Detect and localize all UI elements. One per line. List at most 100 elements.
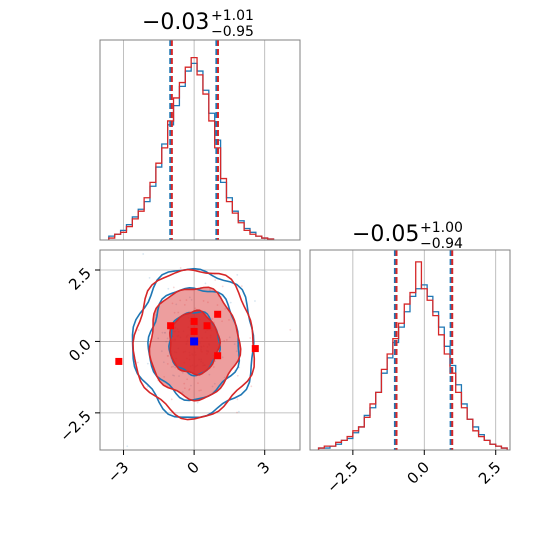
title-p1-plus: +1.00: [420, 220, 463, 236]
joint-red-marker-5: [214, 352, 222, 360]
histogram-panel-p1: [309, 249, 511, 451]
joint-x-tick-labels: −3 0 3: [104, 450, 274, 486]
joint-sample-dot: [236, 274, 239, 276]
joint-sample-dot: [137, 361, 139, 364]
joint-sample-dot: [211, 385, 214, 388]
joint-sample-dot: [233, 343, 236, 346]
joint-sample-dot: [249, 337, 252, 339]
joint-sample-dot: [173, 311, 176, 314]
joint-sample-dot: [183, 303, 186, 306]
joint-red-marker-7: [251, 345, 259, 353]
joint-sample-dot: [197, 382, 199, 385]
joint-sample-dot: [167, 354, 170, 357]
title-p1-median: −0.05: [352, 222, 419, 247]
hist-p1-step-series_a: [317, 284, 508, 450]
joint-blue-marker: [190, 337, 199, 346]
hist-p1-x-tick-label-1: 0.0: [404, 458, 434, 488]
joint-sample-dot: [165, 340, 168, 343]
joint-sample-dot: [202, 300, 205, 302]
joint-contour-b-0: [168, 309, 222, 376]
joint-sample-dot: [194, 307, 197, 310]
joint-y-tick-label-2: 2.5: [65, 264, 95, 294]
joint-sample-dot: [178, 375, 180, 377]
joint-sample-dot: [183, 382, 186, 385]
joint-sample-dot: [208, 373, 211, 376]
joint-sample-dot: [185, 299, 188, 301]
joint-sample-dot: [228, 336, 231, 339]
joint-sample-dot: [236, 374, 239, 377]
joint-sample-dot: [179, 267, 182, 269]
joint-y-tick-label-0: −2.5: [56, 407, 94, 445]
joint-sample-dot: [190, 384, 192, 387]
joint-sample-dot: [289, 328, 292, 331]
joint-sample-dot: [198, 389, 201, 392]
joint-sample-dot: [172, 286, 175, 289]
joint-red-marker-2: [203, 322, 211, 330]
joint-sample-dot: [166, 362, 169, 365]
joint-x-tick-label-2: 3: [254, 458, 273, 477]
joint-sample-dot: [254, 300, 256, 302]
histogram-panel-p0: [99, 39, 301, 241]
joint-sample-dot: [186, 378, 189, 381]
joint-sample-dot: [223, 339, 226, 342]
joint-sample-dot: [142, 253, 145, 255]
joint-sample-dot: [213, 382, 216, 385]
title-p0-minus: −0.95: [211, 24, 254, 40]
joint-sample-dot: [163, 375, 166, 378]
joint-sample-dot: [170, 366, 173, 368]
joint-red-marker-6: [115, 357, 123, 365]
joint-sample-dot: [190, 298, 193, 301]
joint-sample-dot: [212, 366, 215, 368]
joint-sample-dot: [170, 398, 173, 401]
joint-sample-dot: [146, 362, 149, 365]
joint-sample-dot: [183, 387, 186, 390]
joint-x-tick-label-0: −3: [104, 458, 132, 486]
joint-sample-dot: [148, 276, 151, 279]
hist-p0-frame: [99, 39, 301, 241]
hist-p1-x-tick-label-0: −2.5: [323, 458, 361, 496]
joint-red-marker-0: [167, 322, 175, 330]
joint-y-tick-labels: −2.5 0.0 2.5: [56, 264, 100, 445]
joint-sample-dot: [236, 411, 238, 414]
joint-sample-dot: [229, 301, 232, 304]
joint-sample-dot: [237, 410, 240, 413]
joint-sample-dot: [164, 331, 166, 334]
joint-sample-dot: [223, 376, 226, 379]
joint-contour-b-2: [132, 268, 256, 421]
title-p0-median: −0.03: [142, 10, 209, 35]
hist-p1-frame: [309, 249, 511, 451]
joint-sample-dot: [225, 339, 228, 341]
joint-sample-dot: [200, 389, 202, 392]
title-p1: −0.05 +1.00 −0.94: [352, 220, 463, 252]
joint-sample-dot: [214, 279, 217, 281]
hist-p1-step-series_b: [317, 261, 508, 450]
joint-sample-dot: [181, 391, 184, 393]
joint-sample-dot: [173, 374, 176, 377]
joint-sample-dot: [172, 365, 175, 368]
joint-sample-dot: [172, 374, 174, 377]
joint-sample-dot: [221, 356, 224, 359]
joint-sample-dot: [188, 296, 191, 299]
hist-p0-step-series_a: [108, 62, 275, 240]
joint-sample-dot: [166, 337, 169, 340]
joint-x-tick-label-1: 0: [183, 458, 202, 477]
joint-sample-dot: [221, 285, 224, 288]
joint-sample-dot: [181, 371, 184, 374]
joint-sample-dot: [224, 308, 227, 310]
joint-sample-dot: [166, 355, 169, 357]
title-p1-minus: −0.94: [420, 236, 463, 252]
hist-p1-x-tick-label-2: 2.5: [475, 458, 505, 488]
joint-sample-dot: [196, 401, 199, 404]
joint-sample-dot: [240, 285, 243, 288]
joint-red-marker-3: [214, 310, 222, 318]
joint-sample-dot: [228, 319, 230, 321]
joint-sample-dot: [174, 366, 177, 369]
joint-sample-dot: [164, 331, 166, 334]
joint-contour-b-1: [148, 286, 242, 402]
joint-sample-dot: [235, 350, 238, 353]
hist-p0-step-series_b: [108, 56, 275, 240]
hist-p1-x-tick-labels: −2.5 0.0 2.5: [323, 450, 505, 497]
joint-sample-dot: [146, 385, 149, 388]
joint-sample-dot: [126, 445, 129, 448]
